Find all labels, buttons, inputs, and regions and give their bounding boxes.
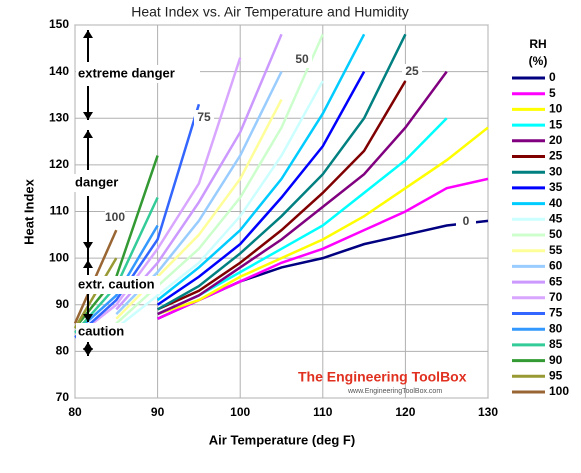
- legend-label: 70: [549, 290, 563, 304]
- zone-arrowhead: [83, 242, 93, 250]
- legend-label: 90: [549, 353, 563, 367]
- curve-label: 100: [105, 210, 125, 224]
- curve-label: 25: [405, 64, 419, 78]
- curve-label-box: [402, 64, 422, 80]
- legend-label: 60: [549, 259, 563, 273]
- x-axis-label: Air Temperature (deg F): [209, 432, 355, 447]
- y-tick-label: 70: [56, 390, 70, 404]
- curve-label-box: [456, 214, 476, 230]
- data-line: [157, 80, 407, 311]
- x-tick-label: 80: [68, 405, 82, 419]
- y-tick-label: 150: [49, 17, 69, 31]
- watermark-url: www.EngineeringToolBox.com: [347, 388, 442, 395]
- legend-title: (%): [529, 54, 548, 68]
- legend-label: 25: [549, 149, 563, 163]
- legend-label: 65: [549, 274, 563, 288]
- legend-label: 100: [549, 384, 569, 398]
- y-tick-label: 110: [50, 204, 70, 218]
- legend-label: 45: [549, 211, 563, 225]
- legend-label: 40: [549, 196, 563, 210]
- y-tick-label: 100: [49, 250, 69, 264]
- legend-label: 20: [549, 133, 563, 147]
- legend-label: 95: [549, 368, 563, 382]
- zone-label-box: [76, 65, 200, 83]
- data-line: [74, 103, 201, 339]
- y-tick-label: 80: [56, 344, 70, 358]
- watermark: The Engineering ToolBox: [298, 369, 467, 385]
- data-line: [157, 70, 448, 316]
- x-tick-label: 90: [151, 405, 165, 419]
- zone-label-box: [76, 276, 160, 294]
- zone-label-box: [73, 174, 131, 192]
- curve-label: 50: [295, 52, 309, 66]
- curve-label: 0: [463, 214, 470, 228]
- chart-title: Heat Index vs. Air Temperature and Humid…: [131, 4, 409, 20]
- legend-label: 5: [549, 86, 556, 100]
- zone-arrowhead: [83, 342, 93, 350]
- zone-arrowhead: [83, 130, 93, 138]
- legend-label: 80: [549, 321, 563, 335]
- legend-label: 0: [549, 70, 556, 84]
- legend-label: 50: [549, 227, 563, 241]
- x-tick-label: 120: [395, 405, 415, 419]
- zone-label: caution: [78, 323, 124, 338]
- data-line: [115, 80, 324, 330]
- y-tick-label: 120: [49, 157, 69, 171]
- y-tick-label: 130: [49, 110, 69, 124]
- x-tick-label: 110: [313, 405, 333, 419]
- zone-label-box: [76, 323, 134, 341]
- zone-label: extr. caution: [78, 276, 155, 291]
- zone-label: danger: [75, 174, 118, 189]
- legend-label: 15: [549, 117, 563, 131]
- x-tick-label: 130: [478, 405, 498, 419]
- data-line: [156, 33, 366, 302]
- curve-label: 75: [197, 110, 211, 124]
- legend-label: 85: [549, 337, 563, 351]
- data-line: [156, 33, 407, 311]
- y-tick-label: 90: [56, 297, 70, 311]
- zone-label: extreme danger: [78, 65, 175, 80]
- data-line: [156, 71, 366, 306]
- zone-arrowhead: [83, 112, 93, 120]
- legend-label: 35: [549, 180, 563, 194]
- data-line: [157, 126, 489, 316]
- legend-label: 30: [549, 164, 563, 178]
- data-line: [74, 57, 242, 339]
- zone-arrowhead: [83, 314, 93, 322]
- x-tick-label: 100: [230, 405, 250, 419]
- curve-label-box: [292, 52, 312, 68]
- y-tick-label: 140: [49, 64, 69, 78]
- zone-arrowhead: [83, 260, 93, 268]
- legend-label: 10: [549, 102, 563, 116]
- legend-label: 55: [549, 243, 563, 257]
- curve-label-box: [194, 110, 214, 126]
- legend-label: 75: [549, 306, 563, 320]
- curve-label-box: [105, 210, 125, 226]
- legend-title: RH: [529, 37, 546, 51]
- data-line: [157, 177, 489, 320]
- zone-arrowhead: [83, 30, 93, 38]
- y-axis-label: Heat Index: [21, 178, 36, 245]
